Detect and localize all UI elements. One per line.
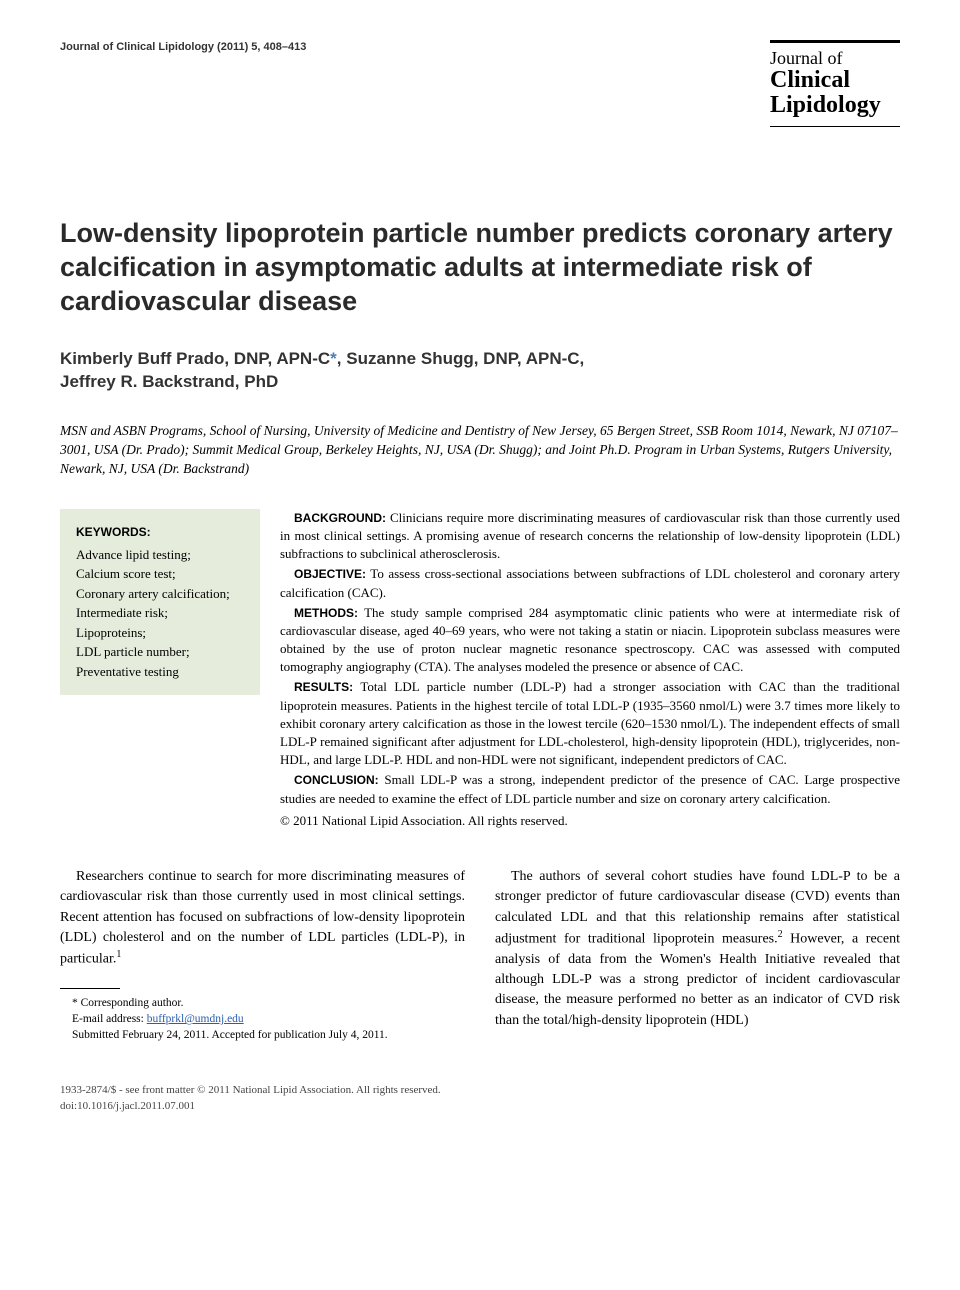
footer-line-1: 1933-2874/$ - see front matter © 2011 Na… <box>60 1083 900 1098</box>
journal-logo: Journal of Clinical Lipidology <box>770 40 900 127</box>
results-text: Total LDL particle number (LDL-P) had a … <box>280 679 900 767</box>
author-1: Kimberly Buff Prado, DNP, APN-C <box>60 349 330 368</box>
abstract-copyright: © 2011 National Lipid Association. All r… <box>280 812 900 830</box>
body-columns: Researchers continue to search for more … <box>60 867 900 1043</box>
keywords-box: KEYWORDS: Advance lipid testing; Calcium… <box>60 509 260 696</box>
logo-line-2: Clinical <box>770 68 900 93</box>
email-line: E-mail address: buffprkl@umdnj.edu <box>60 1011 465 1027</box>
logo-line-3: Lipidology <box>770 93 900 118</box>
conclusion-label: CONCLUSION: <box>294 773 379 787</box>
methods-label: METHODS: <box>294 606 358 620</box>
submitted-note: Submitted February 24, 2011. Accepted fo… <box>60 1027 465 1043</box>
body-para-1: Researchers continue to search for more … <box>60 867 465 970</box>
logo-line-1: Journal of <box>770 49 900 68</box>
corresponding-marker: * <box>330 349 337 368</box>
author-sep: , <box>580 349 585 368</box>
abstract-block: KEYWORDS: Advance lipid testing; Calcium… <box>60 509 900 832</box>
background-label: BACKGROUND: <box>294 511 386 525</box>
page-header: Journal of Clinical Lipidology (2011) 5,… <box>60 40 900 127</box>
corresponding-note: * Corresponding author. <box>60 995 465 1011</box>
author-email[interactable]: buffprkl@umdnj.edu <box>147 1013 244 1025</box>
article-title: Low-density lipoprotein particle number … <box>60 217 900 318</box>
author-3: Jeffrey R. Backstrand, PhD <box>60 372 278 391</box>
footnote-rule <box>60 988 120 989</box>
keywords-list: Advance lipid testing; Calcium score tes… <box>76 545 244 682</box>
objective-text: To assess cross-sectional associations b… <box>280 566 900 599</box>
footer-doi: doi:10.1016/j.jacl.2011.07.001 <box>60 1099 900 1114</box>
body-para-2: The authors of several cohort studies ha… <box>495 867 900 1031</box>
page-footer: 1933-2874/$ - see front matter © 2011 Na… <box>60 1083 900 1114</box>
results-label: RESULTS: <box>294 680 353 694</box>
author-2: Suzanne Shugg, DNP, APN-C <box>346 349 579 368</box>
affiliations: MSN and ASBN Programs, School of Nursing… <box>60 422 900 479</box>
journal-reference: Journal of Clinical Lipidology (2011) 5,… <box>60 40 306 56</box>
objective-label: OBJECTIVE: <box>294 567 366 581</box>
abstract-text: BACKGROUND: Clinicians require more disc… <box>280 509 900 832</box>
keywords-heading: KEYWORDS: <box>76 523 244 541</box>
authors-block: Kimberly Buff Prado, DNP, APN-C*, Suzann… <box>60 347 900 395</box>
author-sep: , <box>337 349 346 368</box>
methods-text: The study sample comprised 284 asymptoma… <box>280 605 900 675</box>
footnotes: * Corresponding author. E-mail address: … <box>60 995 465 1043</box>
ref-1: 1 <box>116 949 121 960</box>
